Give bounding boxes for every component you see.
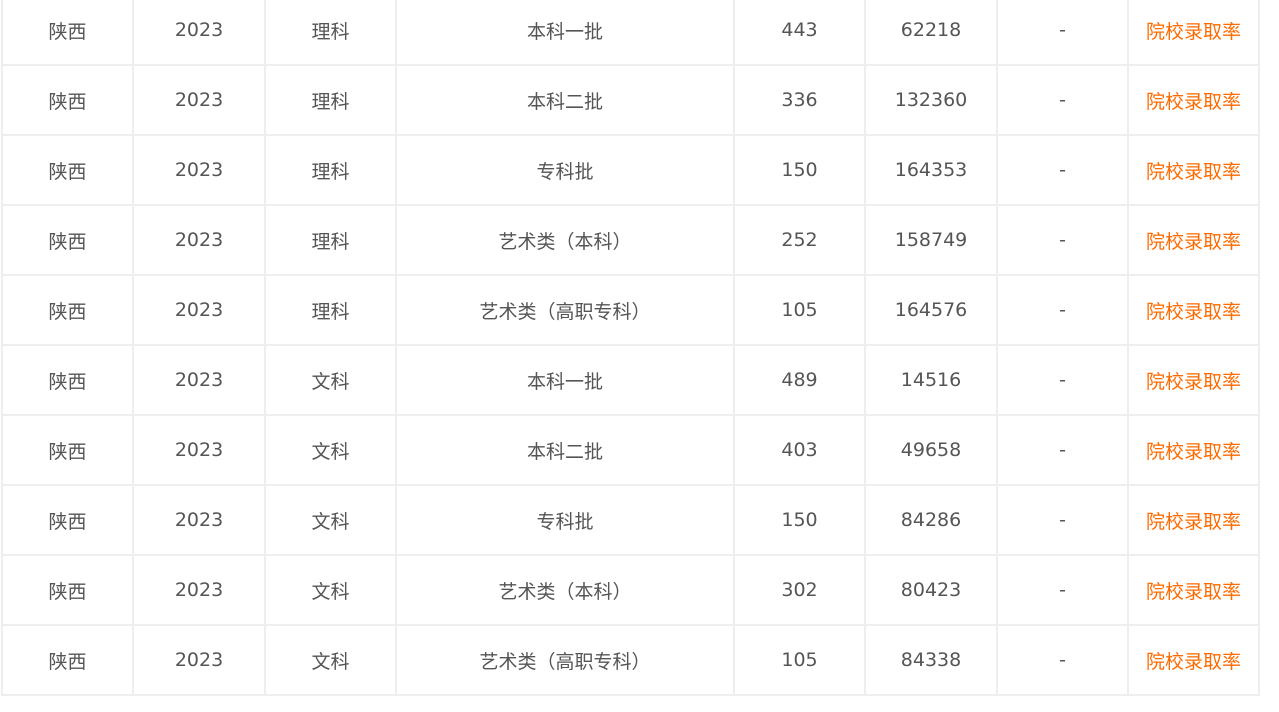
cell-score: 252 <box>733 204 866 276</box>
table-row: 陕西 2023 理科 艺术类（高职专科） 105 164576- 院校录取率 <box>1 274 1260 346</box>
cell-province: 陕西 <box>1 64 134 136</box>
cell-category: 理科 <box>264 64 397 136</box>
table-row: 陕西 2023 理科 本科一批 443 62218- 院校录取率 <box>1 0 1260 66</box>
cell-rank: 14516 <box>864 344 998 416</box>
cell-extra: - <box>996 344 1129 416</box>
cell-score: 150 <box>733 134 866 206</box>
cell-category: 理科 <box>264 274 397 346</box>
cell-year: 2023 <box>132 414 266 486</box>
cell-extra: - <box>996 624 1129 696</box>
table-row: 陕西 2023 文科 本科一批 489 14516- 院校录取率 <box>1 344 1260 416</box>
cell-province: 陕西 <box>1 274 134 346</box>
cell-score: 403 <box>733 414 866 486</box>
cell-province: 陕西 <box>1 134 134 206</box>
cell-province: 陕西 <box>1 0 134 66</box>
admission-rate-link[interactable]: 院校录取率 <box>1127 344 1260 416</box>
table-row: 陕西 2023 文科 本科二批 403 49658- 院校录取率 <box>1 414 1260 486</box>
admission-rate-link[interactable]: 院校录取率 <box>1127 484 1260 556</box>
cell-batch: 本科一批 <box>395 344 735 416</box>
cell-year: 2023 <box>132 204 266 276</box>
cell-category: 理科 <box>264 204 397 276</box>
cell-rank: 80423 <box>864 554 998 626</box>
cell-category: 文科 <box>264 484 397 556</box>
cell-score: 302 <box>733 554 866 626</box>
cell-category: 文科 <box>264 344 397 416</box>
cell-score: 489 <box>733 344 866 416</box>
cell-rank: 164353 <box>864 134 998 206</box>
cell-province: 陕西 <box>1 204 134 276</box>
cell-rank: 62218 <box>864 0 998 66</box>
cell-extra: - <box>996 554 1129 626</box>
cell-extra: - <box>996 64 1129 136</box>
cell-year: 2023 <box>132 64 266 136</box>
admission-rate-link[interactable]: 院校录取率 <box>1127 624 1260 696</box>
cell-extra: - <box>996 414 1129 486</box>
table-body: 陕西 2023 理科 本科一批 443 62218- 院校录取率 陕西 2023 理科 本科二批 33… <box>1 0 1260 696</box>
cell-batch: 本科一批 <box>395 0 735 66</box>
cell-extra: - <box>996 134 1129 206</box>
cell-batch: 本科二批 <box>395 414 735 486</box>
cell-year: 2023 <box>132 134 266 206</box>
admission-rate-link[interactable]: 院校录取率 <box>1127 274 1260 346</box>
cell-extra: - <box>996 274 1129 346</box>
admission-rate-link[interactable]: 院校录取率 <box>1127 0 1260 66</box>
table-row: 陕西 2023 文科 艺术类（本科） 302 80423- 院校录取率 <box>1 554 1260 626</box>
admission-rate-link[interactable]: 院校录取率 <box>1127 414 1260 486</box>
cell-province: 陕西 <box>1 554 134 626</box>
cell-rank: 158749 <box>864 204 998 276</box>
cell-extra: - <box>996 204 1129 276</box>
cell-rank: 132360 <box>864 64 998 136</box>
cell-rank: 84286 <box>864 484 998 556</box>
cell-rank: 84338 <box>864 624 998 696</box>
table-row: 陕西 2023 理科 专科批 150 164353- 院校录取率 <box>1 134 1260 206</box>
admission-rate-link[interactable]: 院校录取率 <box>1127 64 1260 136</box>
cell-category: 文科 <box>264 414 397 486</box>
cell-province: 陕西 <box>1 484 134 556</box>
cell-category: 文科 <box>264 554 397 626</box>
table-row: 陕西 2023 理科 艺术类（本科） 252 158749- 院校录取率 <box>1 204 1260 276</box>
table-row: 陕西 2023 文科 专科批 150 84286- 院校录取率 <box>1 484 1260 556</box>
cell-score: 105 <box>733 274 866 346</box>
cell-score: 150 <box>733 484 866 556</box>
cell-batch: 专科批 <box>395 484 735 556</box>
cell-batch: 本科二批 <box>395 64 735 136</box>
admission-rate-link[interactable]: 院校录取率 <box>1127 554 1260 626</box>
cell-batch: 艺术类（本科） <box>395 554 735 626</box>
cell-province: 陕西 <box>1 414 134 486</box>
cell-batch: 艺术类（高职专科） <box>395 624 735 696</box>
cell-province: 陕西 <box>1 624 134 696</box>
cell-category: 文科 <box>264 624 397 696</box>
cell-province: 陕西 <box>1 344 134 416</box>
admission-rate-link[interactable]: 院校录取率 <box>1127 134 1260 206</box>
table-row: 陕西 2023 理科 本科二批 336 132360- 院校录取率 <box>1 64 1260 136</box>
cell-category: 理科 <box>264 134 397 206</box>
cell-category: 理科 <box>264 0 397 66</box>
cell-batch: 艺术类（高职专科） <box>395 274 735 346</box>
cell-extra: - <box>996 484 1129 556</box>
cell-year: 2023 <box>132 554 266 626</box>
score-line-table: 陕西 2023 理科 本科一批 443 62218- 院校录取率 陕西 2023 理科 本科二批 33… <box>1 0 1260 696</box>
cell-batch: 艺术类（本科） <box>395 204 735 276</box>
cell-score: 105 <box>733 624 866 696</box>
cell-rank: 164576 <box>864 274 998 346</box>
cell-score: 336 <box>733 64 866 136</box>
cell-rank: 49658 <box>864 414 998 486</box>
cell-batch: 专科批 <box>395 134 735 206</box>
cell-year: 2023 <box>132 484 266 556</box>
admission-rate-link[interactable]: 院校录取率 <box>1127 204 1260 276</box>
cell-year: 2023 <box>132 0 266 66</box>
cell-score: 443 <box>733 0 866 66</box>
cell-year: 2023 <box>132 274 266 346</box>
cell-extra: - <box>996 0 1129 66</box>
cell-year: 2023 <box>132 624 266 696</box>
cell-year: 2023 <box>132 344 266 416</box>
table-row: 陕西 2023 文科 艺术类（高职专科） 105 84338- 院校录取率 <box>1 624 1260 696</box>
